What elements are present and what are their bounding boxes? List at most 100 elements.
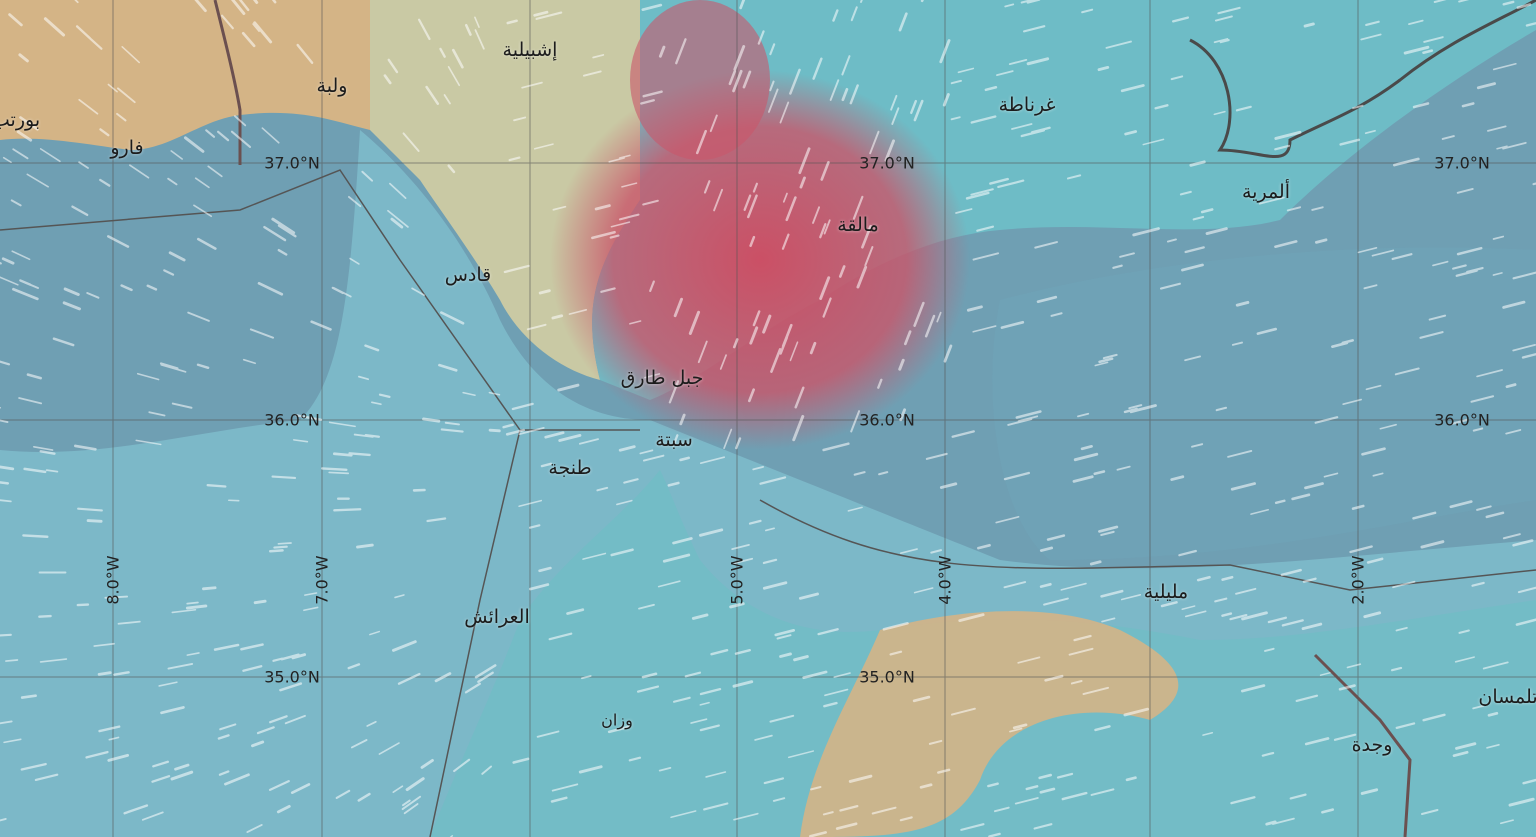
wind-streak: [552, 205, 567, 211]
wind-streak: [135, 439, 162, 446]
wind-streak: [417, 18, 431, 41]
wind-streak: [1420, 809, 1439, 815]
wind-streak: [732, 680, 754, 688]
wind-streak: [1482, 661, 1509, 670]
wind-streak: [364, 433, 380, 438]
city-label[interactable]: وجدة: [1351, 734, 1393, 756]
wind-streak: [1, 257, 15, 265]
wind-streak: [76, 603, 90, 607]
wind-streak: [987, 782, 999, 788]
wind-streak: [610, 548, 634, 557]
wind-streak: [219, 723, 237, 731]
wind-streak: [558, 433, 582, 442]
city-label[interactable]: جبل طارق: [620, 367, 704, 389]
wind-streak: [1505, 429, 1522, 435]
wind-streak: [1274, 144, 1291, 151]
wind-streak: [1403, 45, 1430, 55]
wind-streak: [387, 209, 409, 228]
wind-streak: [782, 192, 788, 203]
wind-streak: [1496, 145, 1508, 150]
wind-streak: [1525, 22, 1536, 27]
city-label[interactable]: سبتة: [655, 429, 693, 451]
wind-streak: [241, 31, 256, 48]
wind-streak: [253, 21, 273, 44]
wind-streak: [1492, 272, 1503, 276]
wind-streak: [196, 363, 210, 370]
city-label[interactable]: مليلية: [1143, 581, 1189, 603]
wind-streak: [1420, 540, 1445, 549]
city-label[interactable]: بورتب: [0, 109, 41, 131]
wind-streak: [3, 738, 22, 744]
wind-streak: [890, 94, 898, 111]
wind-streak: [33, 446, 54, 451]
wind-streak: [829, 79, 840, 101]
wind-streak: [1372, 472, 1384, 477]
wind-streak: [401, 799, 411, 807]
city-label[interactable]: طنجة: [548, 457, 592, 479]
wind-streak: [765, 527, 775, 532]
wind-streak: [1454, 656, 1475, 663]
wind-streak: [763, 777, 785, 785]
wind-streak: [762, 558, 778, 565]
wind-streak: [1408, 19, 1424, 26]
city-label[interactable]: فارو: [110, 137, 144, 159]
wind-streak: [1391, 253, 1413, 261]
city-label[interactable]: غرناطة: [998, 94, 1056, 116]
city-label[interactable]: ألمرية: [1241, 181, 1291, 203]
wind-streak: [505, 428, 525, 436]
wind-streak: [434, 672, 452, 683]
wind-streak: [350, 739, 368, 749]
wind-streak: [0, 720, 13, 725]
wind-streak: [623, 478, 639, 484]
wind-streak: [703, 180, 711, 194]
wind-streak: [838, 265, 846, 278]
wind-streak: [1213, 110, 1226, 116]
wind-streak: [618, 213, 640, 221]
wind-streak: [675, 38, 687, 65]
wind-streak: [107, 83, 118, 93]
wind-streak: [965, 191, 990, 200]
wind-streak: [45, 469, 59, 473]
wind-streak: [361, 170, 374, 182]
wind-streak: [120, 284, 133, 292]
wind-streak: [618, 154, 631, 159]
wind-streak: [364, 344, 380, 352]
wind-streak: [481, 765, 493, 775]
city-label[interactable]: مالقة: [837, 214, 879, 236]
wind-streak: [231, 0, 246, 16]
wind-streak: [1485, 511, 1505, 519]
wind-streak: [732, 69, 743, 93]
wind-streak: [972, 325, 997, 333]
wind-streak: [568, 308, 588, 315]
wind-streak: [939, 39, 951, 64]
wind-streak: [1314, 238, 1328, 244]
wind-streak: [789, 341, 799, 362]
wind-streak: [213, 643, 240, 651]
wind-streak: [533, 10, 549, 17]
wind-streak: [116, 112, 127, 122]
wind-streak: [443, 94, 451, 105]
wind-streak: [1026, 0, 1041, 4]
city-label[interactable]: ولبة: [316, 75, 348, 97]
wind-streak: [1025, 785, 1039, 791]
wind-streak: [1281, 619, 1304, 627]
city-label[interactable]: وزان: [601, 710, 633, 730]
wind-streak: [1258, 196, 1285, 205]
wind-streak: [1120, 84, 1145, 93]
wind-streak: [193, 204, 213, 218]
wind-streak: [1476, 82, 1496, 90]
city-label[interactable]: العرائش: [464, 606, 530, 628]
city-label[interactable]: قادس: [444, 264, 492, 286]
wind-streak: [810, 785, 822, 791]
wind-streak: [1116, 465, 1131, 471]
wind-streak: [1499, 819, 1514, 825]
wind-streak: [1476, 505, 1492, 511]
latitude-label: 36.0°N: [264, 410, 320, 430]
wind-streak: [276, 804, 291, 814]
city-label[interactable]: تلمسان: [1478, 686, 1536, 708]
wind-streak: [871, 806, 897, 815]
wind-streak: [371, 401, 382, 406]
wind-streak: [578, 765, 603, 774]
city-label[interactable]: إشبيلية: [502, 39, 558, 61]
